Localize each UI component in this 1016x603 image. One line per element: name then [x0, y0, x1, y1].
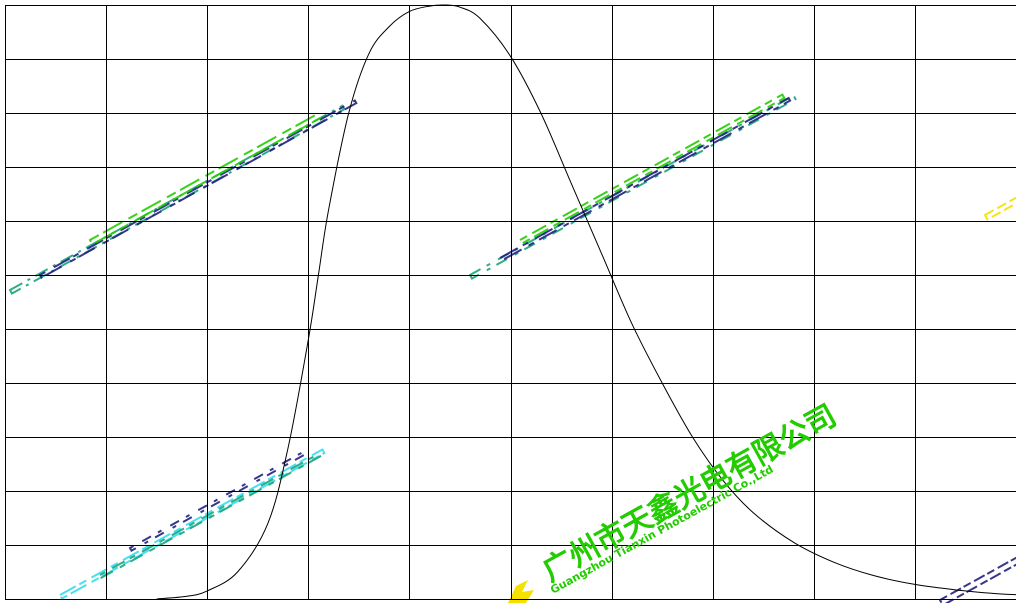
watermark-company-cn: 广州市天鑫光电有限公司: [537, 398, 843, 589]
chart-grid: [5, 5, 1016, 600]
watermark-text-group: 广州市天鑫光电有限公司 Guangzhou Tianxin Photoelect…: [537, 398, 843, 596]
watermark-stripe: [98, 452, 322, 579]
watermark-stripe: [983, 194, 1016, 221]
watermark-stripe: [88, 112, 322, 246]
chart-series-group: [156, 4, 1016, 600]
watermark: [8, 93, 1016, 603]
watermark-stripe: [938, 555, 1016, 603]
series-line-0: [156, 4, 1016, 600]
watermark-stripe: [128, 449, 308, 552]
watermark-stripe: [38, 99, 358, 279]
watermark-stripe: [468, 94, 797, 280]
watermark-stripe: [518, 93, 786, 245]
watermark-company-en: Guangzhou Tianxin Photoelectric Co.,Ltd: [548, 463, 775, 597]
watermark-stripe: [498, 96, 792, 262]
watermark-mark: [508, 580, 534, 603]
